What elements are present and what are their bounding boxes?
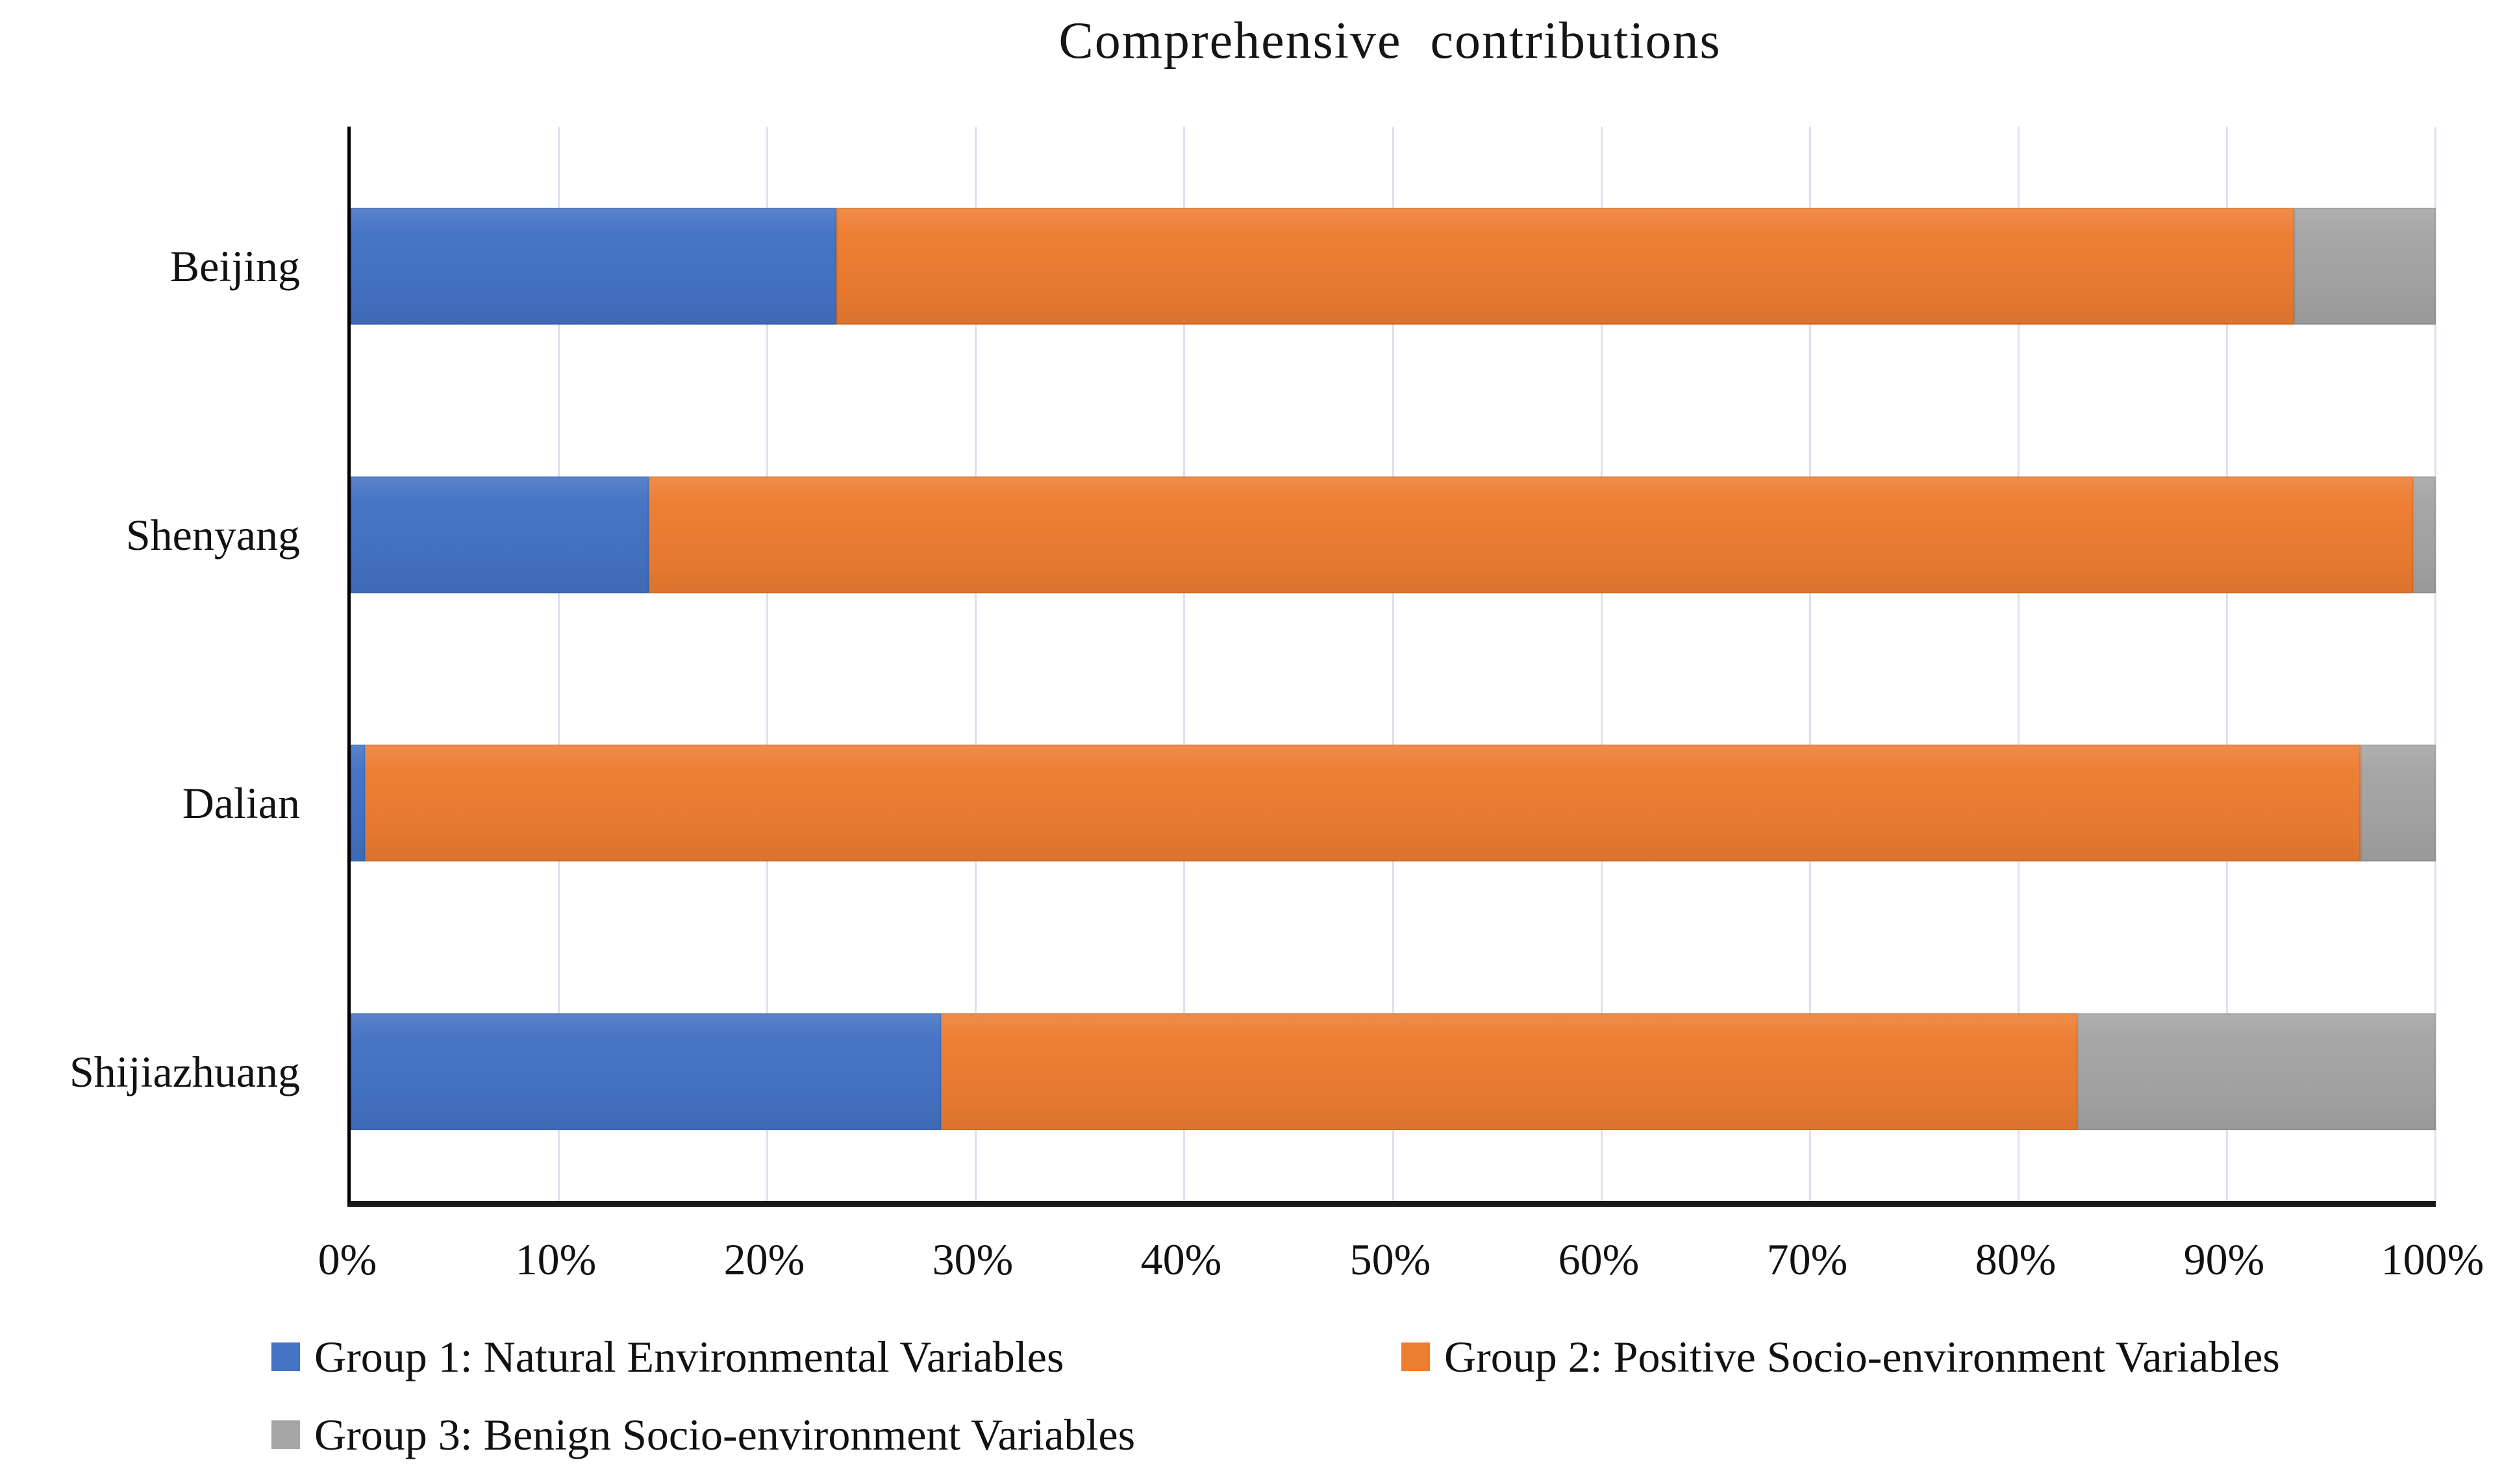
bar-segment-shenyang-group1 xyxy=(351,476,649,593)
legend-item-group2: Group 2: Positive Socio-environment Vari… xyxy=(1401,1326,2280,1388)
chart-title: Comprehensive contributions xyxy=(1058,12,1721,69)
gridline-80pct xyxy=(2017,127,2020,1201)
x-tick-label-20pct: 20% xyxy=(723,1235,805,1284)
x-tick-label-50pct: 50% xyxy=(1349,1235,1431,1284)
bar-segment-dalian-group1 xyxy=(351,745,366,861)
legend-label-group1: Group 1: Natural Environmental Variables xyxy=(314,1331,1064,1381)
category-label-shenyang: Shenyang xyxy=(125,510,300,560)
legend-marker-group2-icon xyxy=(1401,1342,1430,1371)
gridline-70pct xyxy=(1808,127,1811,1201)
bar-segment-beijing-group2 xyxy=(836,208,2294,325)
bar-segment-shenyang-group2 xyxy=(649,476,2413,593)
legend-item-group3: Group 3: Benign Socio-environment Variab… xyxy=(271,1404,1135,1466)
bar-segment-dalian-group2 xyxy=(365,745,2361,861)
gridline-100pct xyxy=(2434,127,2436,1201)
legend-item-group1: Group 1: Natural Environmental Variables xyxy=(271,1326,1064,1388)
x-tick-label-40pct: 40% xyxy=(1140,1235,1222,1284)
x-tick-label-80pct: 80% xyxy=(1975,1235,2057,1284)
category-label-shijiazhuang: Shijiazhuang xyxy=(69,1047,300,1096)
legend-marker-group1-icon xyxy=(271,1342,300,1371)
x-tick-label-30pct: 30% xyxy=(932,1235,1014,1284)
bar-shenyang xyxy=(351,476,2436,593)
gridline-60pct xyxy=(1600,127,1603,1201)
plot-area xyxy=(347,127,2436,1207)
legend-label-group2: Group 2: Positive Socio-environment Vari… xyxy=(1444,1331,2280,1381)
bar-segment-beijing-group3 xyxy=(2294,208,2436,325)
bar-segment-dalian-group3 xyxy=(2360,745,2436,861)
x-tick-label-10pct: 10% xyxy=(515,1235,597,1284)
bar-beijing xyxy=(351,208,2436,325)
bar-segment-shijiazhuang-group1 xyxy=(351,1013,941,1130)
legend-marker-group3-icon xyxy=(271,1420,300,1449)
bar-segment-beijing-group1 xyxy=(351,208,837,325)
gridline-30pct xyxy=(975,127,977,1201)
gridline-20pct xyxy=(766,127,769,1201)
gridline-90pct xyxy=(2225,127,2228,1201)
bar-segment-shenyang-group3 xyxy=(2412,476,2436,593)
legend-label-group3: Group 3: Benign Socio-environment Variab… xyxy=(314,1409,1136,1459)
category-label-dalian: Dalian xyxy=(182,778,300,828)
x-tick-label-60pct: 60% xyxy=(1558,1235,1640,1284)
bar-segment-shijiazhuang-group3 xyxy=(2077,1013,2436,1130)
gridline-50pct xyxy=(1392,127,1394,1201)
bar-segment-shijiazhuang-group2 xyxy=(940,1013,2077,1130)
category-label-beijing: Beijing xyxy=(169,241,300,291)
x-tick-label-0pct: 0% xyxy=(318,1235,377,1284)
bar-shijiazhuang xyxy=(351,1013,2436,1130)
bar-dalian xyxy=(351,745,2436,861)
x-tick-label-90pct: 90% xyxy=(2183,1235,2265,1284)
gridline-10pct xyxy=(558,127,560,1201)
x-tick-label-70pct: 70% xyxy=(1766,1235,1848,1284)
gridline-40pct xyxy=(1183,127,1186,1201)
x-tick-label-100pct: 100% xyxy=(2381,1235,2484,1284)
